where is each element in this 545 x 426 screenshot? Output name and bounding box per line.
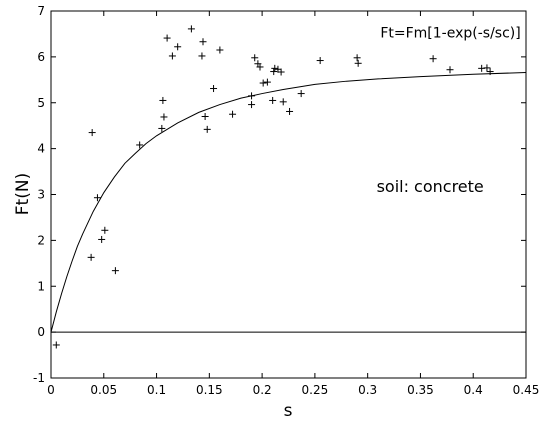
y-tick-label: 6 <box>37 50 45 64</box>
y-tick-label: 7 <box>37 4 45 18</box>
fit-curve <box>50 71 527 333</box>
data-point <box>111 267 119 275</box>
data-point <box>251 54 259 62</box>
x-tick-label: 0.25 <box>302 383 329 397</box>
x-tick-label: 0.1 <box>147 383 166 397</box>
data-point <box>353 54 361 62</box>
annotations: Ft=Fm[1-exp(-s/sc)] soil: concrete <box>377 26 521 197</box>
y-tick-label: 3 <box>37 188 45 202</box>
data-point <box>297 90 305 98</box>
data-point <box>159 96 167 104</box>
data-point <box>316 57 324 65</box>
data-point <box>263 78 271 86</box>
y-tick-label: 0 <box>37 325 45 339</box>
data-point <box>248 92 256 100</box>
data-point <box>277 68 285 76</box>
data-point <box>256 63 264 71</box>
data-point <box>136 141 144 149</box>
data-point <box>429 55 437 63</box>
data-point <box>158 124 166 132</box>
data-point <box>271 64 279 72</box>
data-point <box>174 43 182 51</box>
data-point <box>229 110 237 118</box>
data-point <box>210 85 218 93</box>
data-point <box>203 125 211 133</box>
x-tick-label: 0 <box>47 383 55 397</box>
data-point <box>446 66 454 74</box>
data-point <box>483 64 491 72</box>
data-point <box>216 46 224 54</box>
data-point <box>87 253 95 261</box>
data-point <box>354 59 362 67</box>
y-tick-label: 5 <box>37 96 45 110</box>
data-point <box>486 68 494 76</box>
data-point <box>88 129 96 137</box>
x-tick-label: 0.45 <box>513 383 540 397</box>
y-tick-label: -1 <box>33 371 45 385</box>
data-point <box>160 113 168 121</box>
data-point <box>259 79 267 87</box>
x-tick-label: 0.3 <box>358 383 377 397</box>
x-tick-label: 0.35 <box>407 383 434 397</box>
data-point <box>270 68 278 76</box>
x-axis-label: s <box>284 401 293 421</box>
y-tick-label: 4 <box>37 142 45 156</box>
data-point <box>52 341 60 349</box>
annotation: Ft=Fm[1-exp(-s/sc)] <box>380 26 520 42</box>
y-axis-label: Ft(N) <box>13 173 33 215</box>
y-axis-ticks: -1 0 1 2 3 4 5 6 7 <box>33 4 526 385</box>
data-points <box>52 25 494 349</box>
data-point <box>98 235 106 243</box>
data-point <box>199 38 207 46</box>
data-point <box>286 107 294 115</box>
data-point <box>187 25 195 33</box>
data-point <box>93 194 101 202</box>
x-tick-label: 0.15 <box>196 383 223 397</box>
data-point <box>269 96 277 104</box>
annotation: soil: concrete <box>377 177 484 196</box>
y-tick-label: 1 <box>37 279 45 293</box>
data-point <box>279 98 287 106</box>
data-point <box>163 34 171 42</box>
data-point <box>198 52 206 60</box>
x-axis-ticks: 0 0.05 0.1 0.15 0.2 0.25 0.3 0.35 0.4 0.45 <box>47 11 539 397</box>
x-tick-label: 0.2 <box>253 383 272 397</box>
data-point <box>248 101 256 109</box>
y-tick-label: 2 <box>37 233 45 247</box>
x-tick-label: 0.4 <box>464 383 483 397</box>
x-tick-label: 0.05 <box>90 383 117 397</box>
data-point <box>101 226 109 234</box>
data-point <box>201 113 209 121</box>
data-point <box>168 52 176 60</box>
